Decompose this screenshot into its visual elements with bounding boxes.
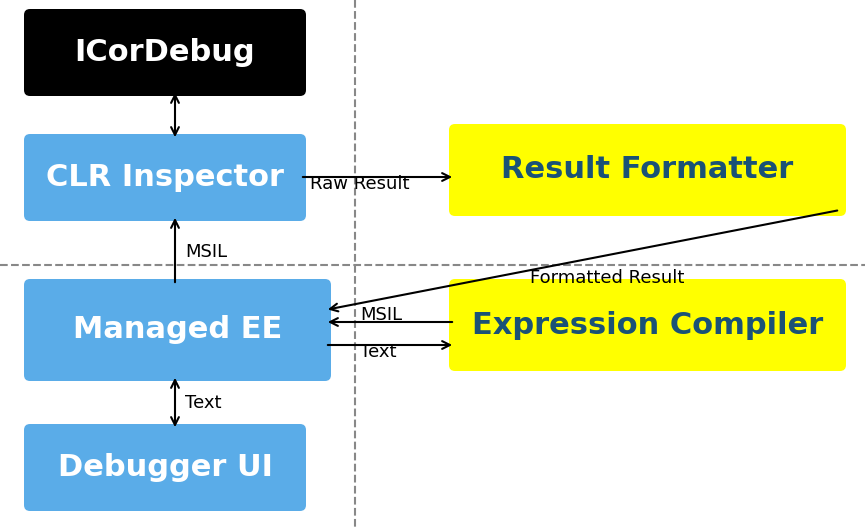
Text: Raw Result: Raw Result [310,175,409,193]
FancyBboxPatch shape [24,134,306,221]
Text: MSIL: MSIL [185,243,227,261]
Text: Result Formatter: Result Formatter [502,156,793,185]
FancyBboxPatch shape [449,124,846,216]
Text: Expression Compiler: Expression Compiler [472,311,823,340]
FancyBboxPatch shape [449,279,846,371]
Text: ICorDebug: ICorDebug [74,38,255,67]
FancyBboxPatch shape [24,279,331,381]
Text: CLR Inspector: CLR Inspector [46,163,284,192]
Text: MSIL: MSIL [360,306,402,324]
Text: Managed EE: Managed EE [73,315,282,344]
Text: Text: Text [360,343,396,361]
Text: Debugger UI: Debugger UI [57,453,272,482]
Text: Formatted Result: Formatted Result [530,269,684,287]
FancyBboxPatch shape [24,424,306,511]
FancyBboxPatch shape [24,9,306,96]
Text: Text: Text [185,394,221,412]
